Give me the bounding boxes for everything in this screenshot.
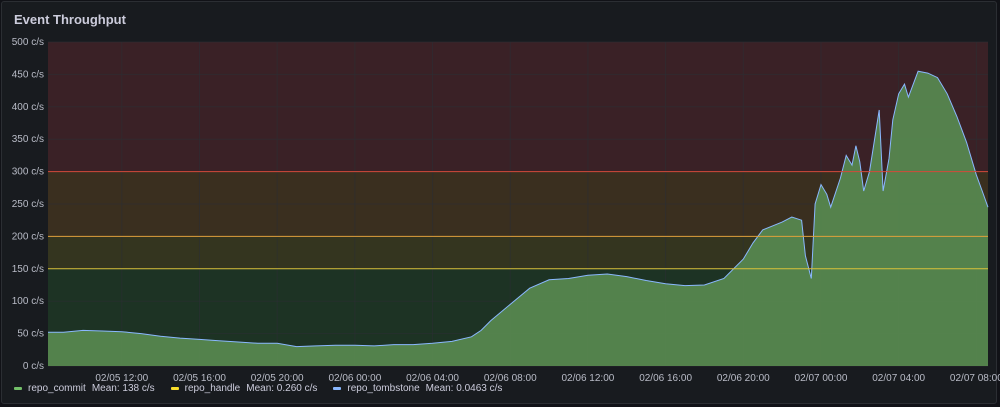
y-tick-label: 350 c/s [12, 134, 44, 145]
y-tick-label: 500 c/s [12, 37, 44, 48]
y-tick-label: 300 c/s [12, 167, 44, 178]
x-tick-label: 02/05 12:00 [95, 373, 148, 384]
legend-series-name: repo_tombstone [347, 383, 420, 394]
x-tick-label: 02/06 04:00 [406, 373, 459, 384]
series-line-repo_commit [48, 70, 989, 348]
y-tick-label: 400 c/s [12, 102, 44, 113]
legend-mean: Mean: 138 c/s [91, 383, 155, 394]
y-tick-label: 450 c/s [12, 69, 44, 80]
legend-item-repo-commit[interactable]: repo_commit Mean: 138 c/s [14, 383, 155, 394]
legend-series-name: repo_commit [28, 383, 86, 394]
legend-item-repo-tombstone[interactable]: repo_tombstone Mean: 0.0463 c/s [333, 383, 502, 394]
x-tick-label: 02/06 16:00 [639, 373, 692, 384]
panel-title[interactable]: Event Throughput [14, 12, 126, 27]
x-tick-label: 02/05 20:00 [251, 373, 304, 384]
legend-swatch [333, 387, 342, 390]
y-tick-label: 150 c/s [12, 264, 44, 275]
x-tick-label: 02/06 00:00 [328, 373, 381, 384]
legend-swatch [170, 387, 179, 390]
x-tick-label: 02/06 12:00 [562, 373, 615, 384]
x-tick-label: 02/05 16:00 [173, 373, 226, 384]
series-area-repo_commit [48, 71, 988, 366]
legend-series-name: repo_handle [184, 383, 241, 394]
x-tick-label: 02/07 04:00 [872, 373, 925, 384]
legend-mean: Mean: 0.0463 c/s [425, 383, 503, 394]
y-tick-label: 0 c/s [23, 361, 44, 372]
x-tick-label: 02/07 08:00 [950, 373, 1000, 384]
x-tick-label: 02/06 08:00 [484, 373, 537, 384]
legend-item-repo-handle[interactable]: repo_handle Mean: 0.260 c/s [170, 383, 318, 394]
y-tick-label: 50 c/s [17, 329, 44, 340]
y-tick-label: 100 c/s [12, 296, 44, 307]
legend-mean: Mean: 0.260 c/s [246, 383, 318, 394]
x-tick-label: 02/07 00:00 [795, 373, 848, 384]
x-tick-label: 02/06 20:00 [717, 373, 770, 384]
legend: repo_commit Mean: 138 c/s repo_handle Me… [14, 383, 502, 394]
y-tick-label: 250 c/s [12, 199, 44, 210]
legend-swatch [14, 387, 22, 390]
y-tick-label: 200 c/s [12, 231, 44, 242]
